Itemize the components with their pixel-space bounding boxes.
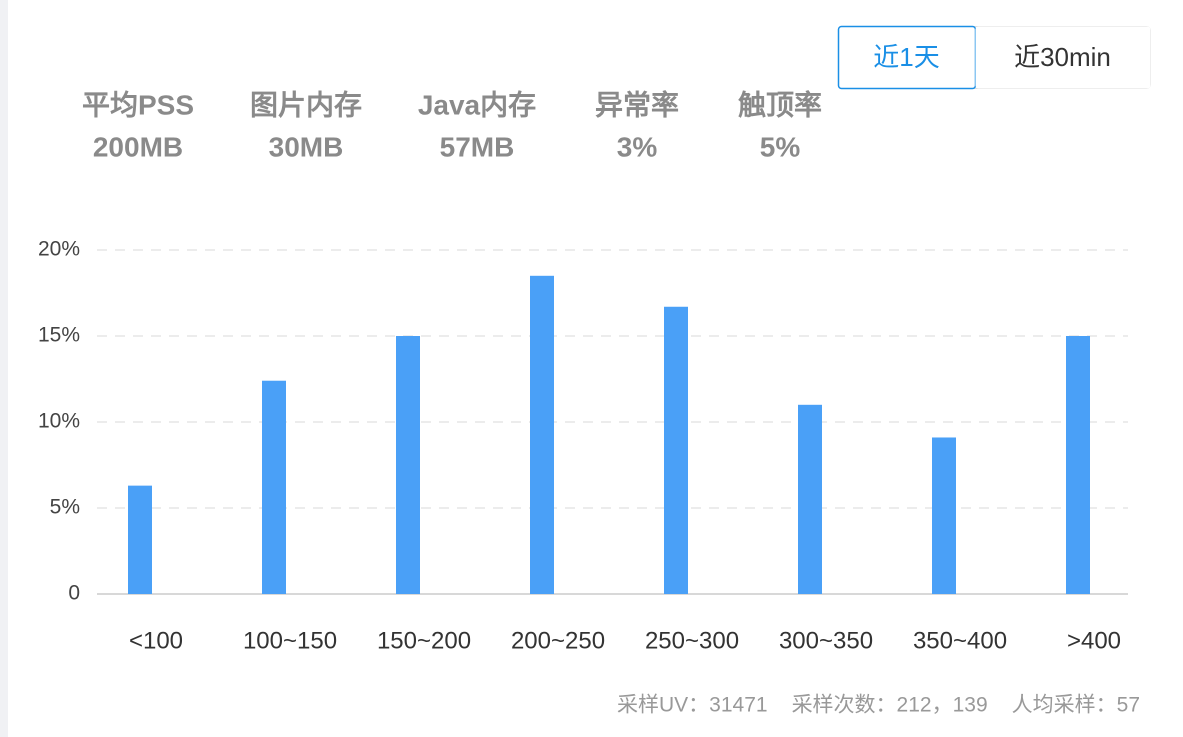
tab[interactable]	[975, 26, 1151, 89]
bar	[262, 380, 286, 594]
x-tick-label: 100~150	[243, 627, 337, 654]
bar	[932, 437, 956, 594]
y-tick-label: 10%	[38, 410, 80, 433]
bar	[664, 306, 688, 594]
bar	[396, 336, 420, 594]
y-tick-label: 5%	[50, 496, 80, 519]
stat-label: 平均PSS	[82, 89, 194, 120]
tab-label[interactable]: 近1天	[873, 42, 939, 72]
x-tick-label: 350~400	[913, 627, 1007, 654]
y-tick-label: 15%	[38, 324, 80, 347]
x-tick-label: 150~200	[377, 627, 471, 654]
footer-stat: 采样UV：31471	[617, 694, 768, 717]
footer-stat: 人均采样：57	[1012, 694, 1140, 717]
tab-label[interactable]: 近30min	[1014, 42, 1111, 72]
bar	[128, 485, 152, 594]
stat-label: Java内存	[418, 88, 536, 120]
bar	[798, 404, 822, 594]
stat-value: 3%	[617, 131, 658, 162]
x-tick-label: <100	[129, 627, 183, 654]
bar	[1066, 336, 1090, 594]
footer-stat: 采样次数：212，139	[792, 694, 988, 717]
bar	[530, 275, 554, 594]
x-tick-label: >400	[1067, 627, 1121, 654]
x-tick-label: 250~300	[645, 627, 739, 654]
stat-label: 异常率	[595, 88, 679, 120]
stat-label: 触顶率	[738, 88, 822, 120]
stat-label: 图片内存	[250, 88, 362, 120]
stat-value: 30MB	[269, 131, 344, 162]
x-tick-label: 300~350	[779, 627, 873, 654]
y-tick-label: 20%	[38, 238, 80, 261]
stat-value: 200MB	[93, 131, 183, 162]
x-tick-label: 200~250	[511, 627, 605, 654]
stat-value: 5%	[760, 131, 801, 162]
side-strip	[0, 0, 8, 737]
stat-value: 57MB	[440, 131, 515, 162]
y-tick-label: 0	[68, 582, 80, 605]
